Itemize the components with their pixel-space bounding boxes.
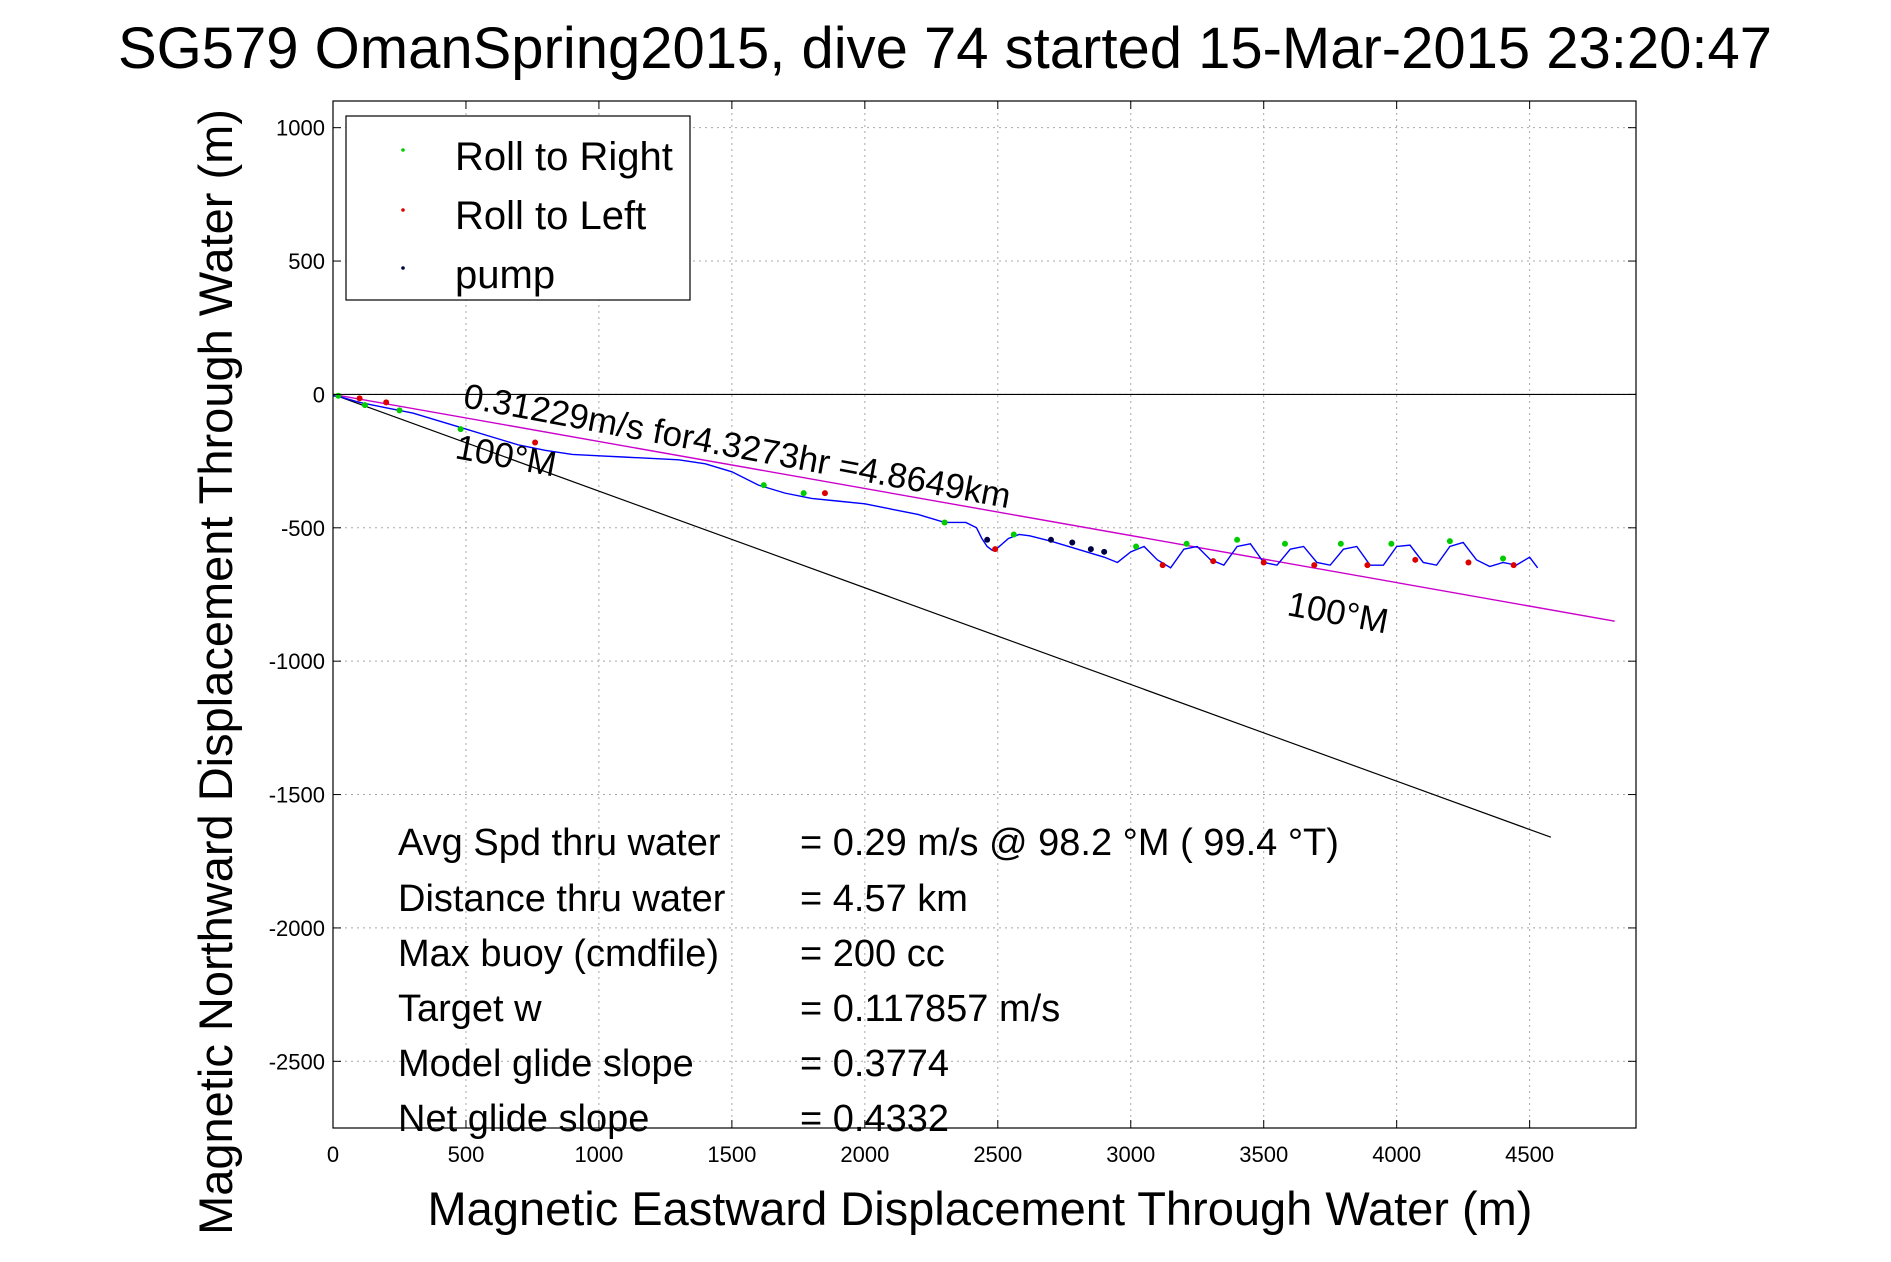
roll-right-marker (1010, 531, 1017, 538)
y-axis-label: Magnetic Northward Displacement Through … (189, 109, 242, 1235)
roll-left-marker (356, 395, 363, 402)
roll-right-marker (457, 426, 464, 433)
pump-marker (1087, 546, 1094, 553)
stat-value-net-glide: = 0.4332 (800, 1098, 949, 1140)
roll-left-marker (1159, 562, 1166, 569)
roll-left-marker (1510, 562, 1517, 569)
roll-left-marker (1311, 562, 1318, 569)
roll-right-marker (1446, 538, 1453, 545)
roll-markers (335, 392, 1517, 569)
x-tick-label: 500 (448, 1142, 485, 1167)
legend-label-roll-right: Roll to Right (455, 135, 673, 179)
roll-right-marker (1133, 543, 1140, 550)
y-tick-label: 1000 (276, 116, 325, 141)
roll-right-marker (760, 482, 767, 489)
roll-left-marker (1412, 556, 1419, 563)
roll-right-marker (1500, 555, 1507, 562)
y-tick-label: -1500 (269, 783, 325, 808)
y-tick-label: -1000 (269, 649, 325, 674)
pump-marker (984, 536, 991, 543)
roll-right-marker (335, 392, 342, 399)
heading-line (332, 393, 1552, 838)
y-tick-label: 0 (313, 382, 325, 407)
roll-left-marker (1260, 559, 1267, 566)
stat-label-net-glide: Net glide slope (398, 1098, 649, 1140)
x-tick-label: 1500 (707, 1142, 756, 1167)
chart-title: SG579 OmanSpring2015, dive 74 started 15… (118, 16, 1772, 81)
stat-label-target-w: Target w (398, 988, 542, 1030)
x-axis-label: Magnetic Eastward Displacement Through W… (428, 1182, 1533, 1235)
track-line (332, 395, 1539, 569)
roll-left-marker (821, 490, 828, 497)
legend-label-roll-left: Roll to Left (455, 194, 646, 238)
roll-right-marker (800, 490, 807, 497)
stat-label-distance: Distance thru water (398, 878, 726, 920)
pump-marker (1047, 536, 1054, 543)
x-tick-label: 4500 (1505, 1142, 1554, 1167)
roll-right-marker (361, 402, 368, 409)
x-tick-label: 2500 (973, 1142, 1022, 1167)
stat-label-max-buoy: Max buoy (cmdfile) (398, 933, 719, 975)
heading-annotation: 100°M (453, 428, 560, 485)
legend-marker-roll-left (401, 208, 405, 212)
roll-left-marker (383, 399, 390, 406)
roll-left-marker (1364, 562, 1371, 569)
x-tick-label: 2000 (840, 1142, 889, 1167)
y-tick-label: -2000 (269, 916, 325, 941)
roll-right-marker (396, 407, 403, 414)
roll-left-marker (992, 546, 999, 553)
roll-right-marker (1183, 540, 1190, 547)
roll-right-marker (941, 519, 948, 526)
stat-label-avg-speed: Avg Spd thru water (398, 822, 721, 864)
roll-right-marker (1281, 540, 1288, 547)
x-tick-label: 3500 (1239, 1142, 1288, 1167)
pump-marker (1101, 548, 1108, 555)
roll-left-marker (532, 439, 539, 446)
y-tick-label: 500 (288, 249, 325, 274)
stat-value-target-w: = 0.117857 m/s (800, 988, 1060, 1030)
legend-label-pump: pump (455, 253, 555, 297)
legend: Roll to Right Roll to Left pump (345, 115, 691, 301)
stat-value-avg-speed: = 0.29 m/s @ 98.2 °M ( 99.4 °T) (800, 822, 1339, 864)
x-tick-label: 4000 (1372, 1142, 1421, 1167)
y-tick-label: -500 (281, 516, 325, 541)
roll-right-marker (1234, 536, 1241, 543)
course-heading-annotation: 100°M (1285, 585, 1392, 642)
roll-right-marker (1388, 540, 1395, 547)
roll-left-marker (1465, 559, 1472, 566)
legend-marker-pump (401, 266, 405, 270)
legend-marker-roll-right (401, 148, 405, 152)
course-line (332, 393, 1615, 622)
y-tick-label: -2500 (269, 1049, 325, 1074)
stats-block: Avg Spd thru water = 0.29 m/s @ 98.2 °M … (398, 822, 1339, 1140)
x-tick-label: 1000 (574, 1142, 623, 1167)
stat-value-max-buoy: = 200 cc (800, 933, 945, 975)
stat-value-model-glide: = 0.3774 (800, 1043, 949, 1085)
pump-marker (1069, 539, 1076, 546)
x-ticks: 0 500 1000 1500 2000 2500 3000 3500 4000 4500 (327, 101, 1554, 1167)
stat-label-model-glide: Model glide slope (398, 1043, 694, 1085)
stat-value-distance: = 4.57 km (800, 878, 968, 920)
x-tick-label: 3000 (1106, 1142, 1155, 1167)
x-tick-label: 0 (327, 1142, 339, 1167)
roll-right-marker (1337, 540, 1344, 547)
plot-frame (332, 100, 1637, 1129)
roll-left-marker (1210, 558, 1217, 565)
y-ticks: 1000 500 0 -500 -1000 -1500 -2000 -2500 (269, 116, 1636, 1074)
